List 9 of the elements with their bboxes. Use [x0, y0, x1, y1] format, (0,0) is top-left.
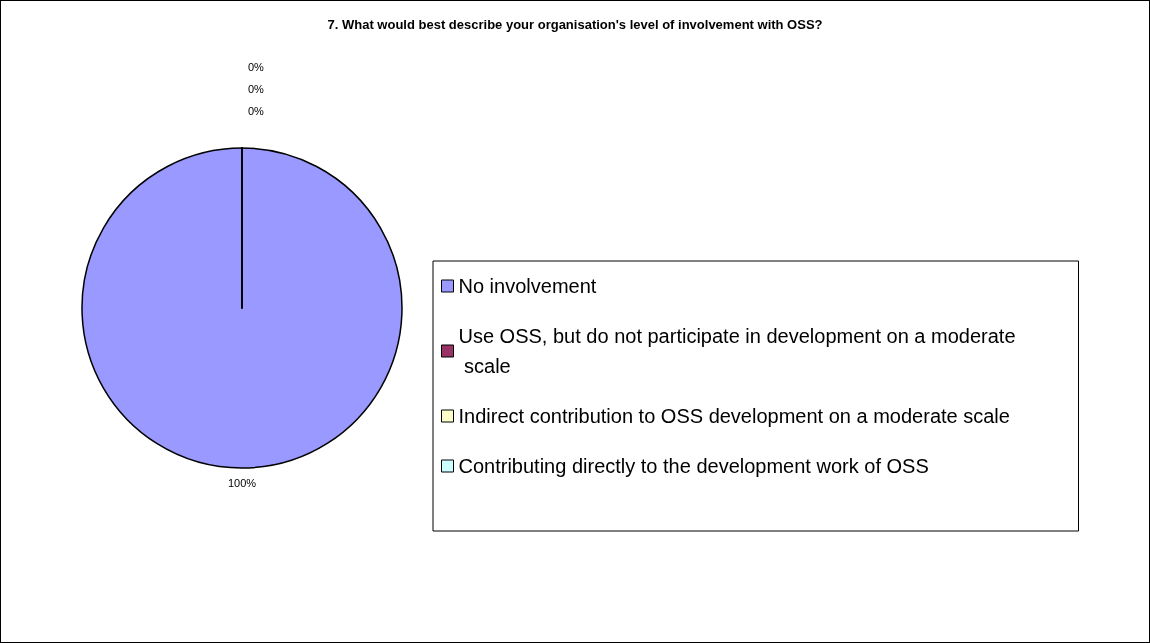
legend-label: Contributing directly to the development work of OSS: [458, 455, 929, 477]
legend-label: Indirect contribution to OSS development on a moderate scale: [458, 405, 1010, 427]
text: 0%: [248, 83, 264, 95]
text: 0%: [248, 105, 264, 117]
legend-label: No involvement: [458, 275, 597, 297]
chart-title: 7. What would best describe your organisation's level of involvement with OSS?: [327, 17, 823, 32]
legend-label: Use OSS, but do not participate in development on a moderate scale: [458, 325, 1016, 377]
data-label: 100%: [227, 477, 257, 489]
text: 0%: [248, 61, 264, 73]
